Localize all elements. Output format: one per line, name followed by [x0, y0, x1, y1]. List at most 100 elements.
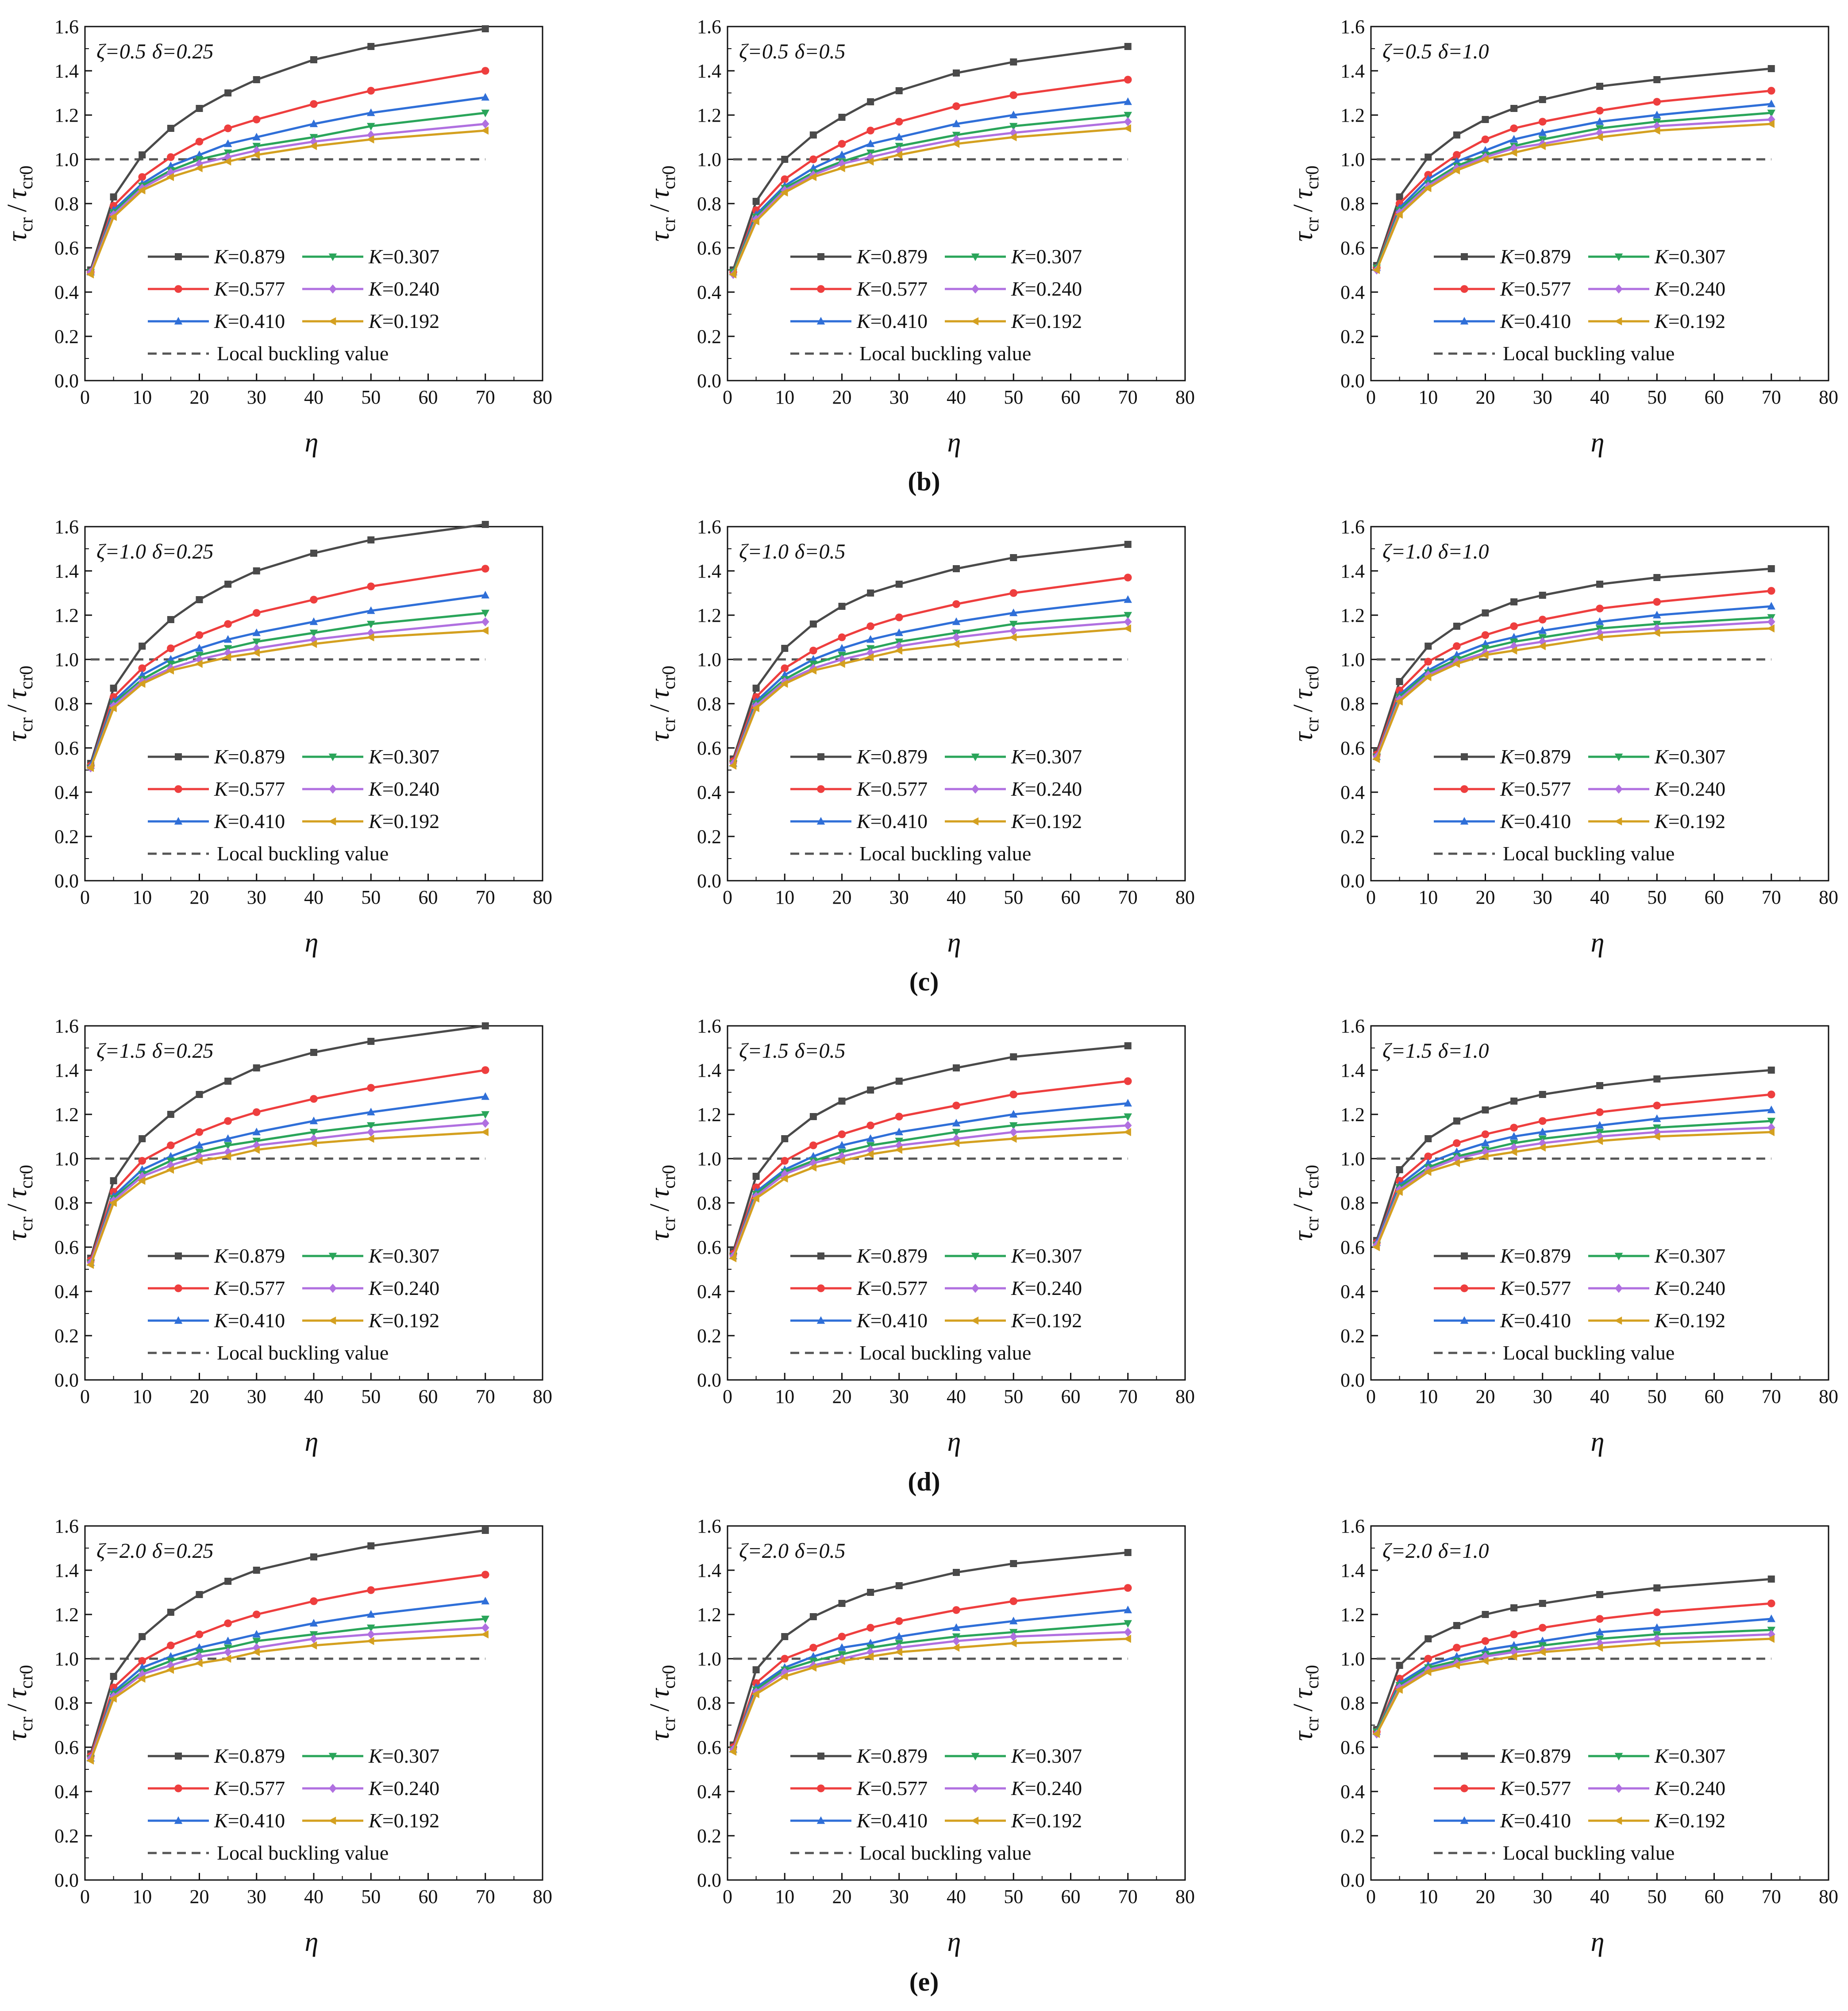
- y-axis-title: τcr/τcr0: [1288, 666, 1323, 742]
- data-point: [1453, 1644, 1461, 1652]
- data-point: [1653, 1623, 1661, 1631]
- chart-panel: 0 10 20 30 40 50 60 70 80 0.0 0.2 0.4 0.6 0.8 1.0 1.2 1.…: [1288, 16, 1838, 458]
- data-point: [728, 1747, 737, 1756]
- data-point: [110, 685, 117, 692]
- data-point: [223, 157, 231, 166]
- data-point: [953, 69, 960, 77]
- data-point: [138, 679, 146, 688]
- x-tick-label: 10: [132, 386, 152, 408]
- legend-marker: [174, 1816, 183, 1824]
- data-point: [1538, 128, 1547, 136]
- data-point: [838, 159, 846, 169]
- data-point: [367, 606, 375, 614]
- legend-entry: Local buckling value: [217, 1341, 389, 1364]
- data-point: [367, 582, 375, 590]
- data-point: [952, 617, 961, 625]
- data-point: [196, 1091, 203, 1098]
- data-point: [481, 1623, 489, 1633]
- data-point: [809, 620, 817, 628]
- x-tick-label: 40: [947, 886, 966, 908]
- data-point: [1481, 155, 1489, 164]
- x-tick-label: 0: [80, 886, 90, 908]
- y-tick-label: 0.2: [54, 1325, 79, 1347]
- data-point: [1009, 1090, 1018, 1098]
- data-point: [252, 1140, 261, 1150]
- data-point: [252, 1610, 261, 1618]
- data-point: [1510, 105, 1518, 112]
- legend-entry: K=0.192: [368, 810, 439, 832]
- data-point: [952, 102, 960, 110]
- data-point: [1453, 642, 1461, 650]
- data-point: [780, 188, 788, 197]
- x-tick-label: 50: [1647, 1386, 1667, 1407]
- data-point: [866, 152, 874, 162]
- series-line: [1375, 1069, 1771, 1241]
- x-tick-label: 30: [247, 386, 266, 408]
- data-point: [809, 1644, 817, 1652]
- y-axis-title: τcr/τcr0: [1288, 166, 1323, 242]
- legend-marker: [174, 1316, 183, 1324]
- x-tick-label: 60: [1705, 886, 1724, 908]
- y-tick-label: 0.0: [1340, 1869, 1365, 1891]
- data-point: [252, 1643, 261, 1653]
- chart-panel: 0 10 20 30 40 50 60 70 80 0.0 0.2 0.4 0.6 0.8 1.0 1.2 1.…: [1288, 516, 1838, 958]
- panel-title: ζ=1.0 δ=0.5: [739, 540, 846, 563]
- data-point: [481, 591, 489, 599]
- data-point: [1767, 1106, 1775, 1113]
- data-point: [1123, 1634, 1131, 1643]
- data-point: [1396, 193, 1403, 200]
- y-tick-label: 0.6: [1340, 737, 1365, 759]
- y-tick-label: 1.6: [1340, 1015, 1365, 1037]
- data-point: [309, 1129, 318, 1136]
- series-line: [1375, 616, 1771, 757]
- data-point: [1124, 595, 1132, 603]
- series-line: [89, 1122, 485, 1263]
- data-point: [780, 1174, 788, 1183]
- data-point: [1124, 97, 1132, 105]
- x-tick-label: 30: [247, 1886, 266, 1907]
- y-tick-label: 0.8: [697, 193, 721, 215]
- legend-marker: [1614, 1316, 1622, 1325]
- y-tick-label: 1.2: [1340, 104, 1365, 126]
- legend-entry: K=0.577: [1500, 778, 1571, 800]
- data-point: [1010, 1560, 1017, 1567]
- data-point: [86, 1756, 94, 1765]
- data-point: [1767, 109, 1775, 117]
- x-tick-label: 80: [1819, 1886, 1838, 1907]
- data-point: [1452, 1661, 1460, 1670]
- x-tick-label: 60: [1705, 386, 1724, 408]
- legend-marker: [328, 1252, 337, 1260]
- x-tick-label: 40: [304, 386, 323, 408]
- data-point: [253, 567, 260, 574]
- y-tick-label: 0.4: [1340, 281, 1365, 303]
- data-point: [310, 1134, 318, 1144]
- x-tick-label: 30: [1533, 1386, 1552, 1407]
- data-point: [1453, 623, 1460, 630]
- series-line: [89, 523, 486, 764]
- x-tick-label: 20: [832, 1386, 852, 1407]
- data-point: [1009, 91, 1018, 99]
- chart-panel: 0 10 20 30 40 50 60 70 80 0.0 0.2 0.4 0.6 0.8 1.0 1.2 1.…: [1288, 1015, 1838, 1457]
- data-point: [1652, 1639, 1660, 1648]
- data-point: [809, 647, 817, 655]
- series-line: [89, 594, 486, 766]
- data-point: [780, 679, 788, 688]
- series-line: [89, 1025, 486, 1259]
- legend-marker: [175, 253, 182, 260]
- data-point: [1395, 1187, 1403, 1196]
- data-point: [1481, 1637, 1490, 1645]
- x-tick-label: 80: [1819, 386, 1838, 408]
- legend-entry: K=0.240: [1654, 1277, 1725, 1299]
- data-point: [1767, 1614, 1775, 1622]
- y-axis-title: τcr/τcr0: [645, 666, 679, 742]
- data-point: [1396, 1662, 1403, 1669]
- legend-entry: Local buckling value: [1503, 842, 1675, 865]
- data-point: [367, 1624, 375, 1632]
- plot-frame: [84, 1025, 543, 1381]
- data-point: [481, 617, 489, 627]
- data-point: [252, 116, 261, 123]
- data-point: [1424, 643, 1432, 650]
- x-tick-label: 70: [476, 1386, 495, 1407]
- data-point: [110, 193, 117, 200]
